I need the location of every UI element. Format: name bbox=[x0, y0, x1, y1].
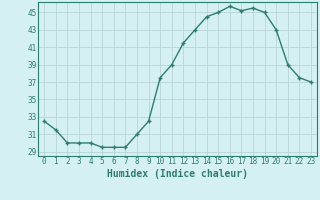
X-axis label: Humidex (Indice chaleur): Humidex (Indice chaleur) bbox=[107, 169, 248, 179]
